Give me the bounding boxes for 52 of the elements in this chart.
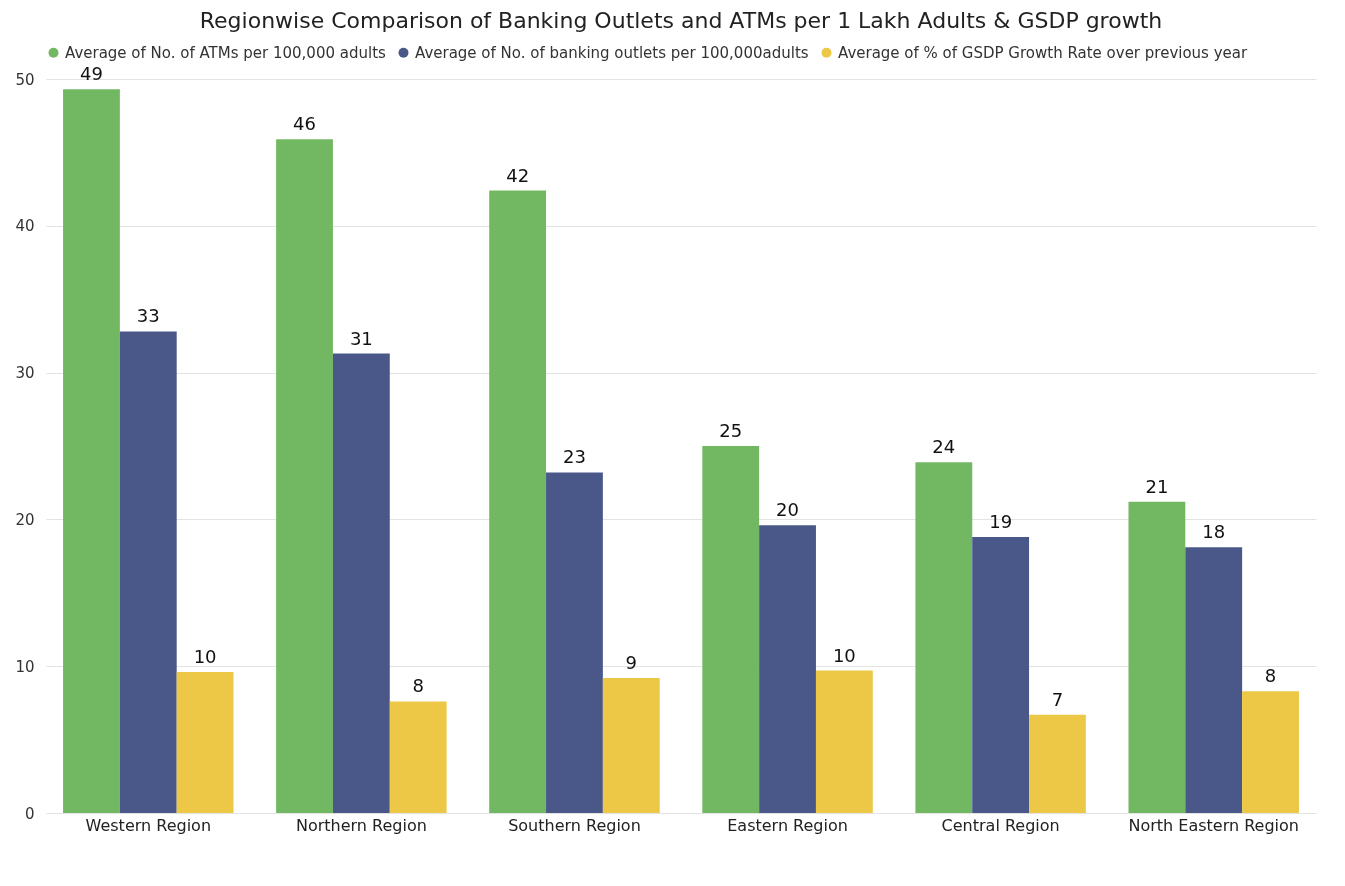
data-label: 8	[1264, 665, 1277, 687]
bar	[815, 670, 873, 813]
legend-label: Average of No. of ATMs per 100,000 adults	[65, 43, 387, 62]
x-tick-label: Southern Region	[508, 815, 641, 835]
bar	[915, 462, 973, 813]
data-label: 31	[349, 327, 373, 349]
data-label: 19	[989, 511, 1013, 533]
bar	[119, 331, 177, 813]
data-label: 46	[293, 113, 316, 135]
data-label: 24	[932, 436, 956, 458]
bar	[332, 353, 390, 813]
legend-label: Average of % of GSDP Growth Rate over previous year	[838, 43, 1248, 62]
bar	[489, 190, 547, 813]
data-label: 21	[1145, 475, 1169, 497]
data-label: 18	[1202, 521, 1226, 543]
data-label: 25	[719, 420, 743, 441]
y-tick-label: 20	[15, 510, 35, 529]
bar	[702, 446, 760, 813]
data-label: 10	[832, 644, 856, 666]
bar	[63, 89, 120, 813]
bar	[1029, 714, 1086, 813]
data-label: 33	[136, 305, 160, 327]
x-tick-label: Eastern Region	[727, 815, 848, 835]
bar	[1128, 501, 1186, 813]
x-tick-label: Northern Region	[295, 815, 427, 835]
bar	[1185, 547, 1243, 813]
bar	[972, 537, 1030, 813]
data-label: 8	[412, 675, 424, 697]
data-label: 7	[1051, 688, 1064, 710]
bar	[389, 701, 447, 813]
data-label: 49	[80, 63, 103, 85]
x-tick-label: Central Region	[941, 815, 1060, 835]
bar	[176, 672, 234, 813]
bar	[1242, 691, 1299, 813]
data-label: 23	[563, 446, 586, 468]
y-tick-label: 10	[15, 657, 35, 676]
bar	[602, 677, 660, 813]
y-tick-label: 50	[15, 70, 35, 89]
bar	[759, 525, 816, 813]
x-tick-label: North Eastern Region	[1128, 815, 1299, 835]
x-tick-label: Western Region	[85, 815, 212, 835]
y-tick-label: 30	[15, 364, 35, 383]
bar	[276, 139, 333, 813]
y-tick-label: 0	[24, 804, 35, 823]
data-label: 20	[776, 499, 799, 521]
data-label: 10	[193, 646, 217, 668]
chart-title: Regionwise Comparison of Banking Outlets and ATMs per 1 Lakh Adults & GSDP growth	[199, 8, 1163, 33]
legend-label: Average of No. of banking outlets per 100,000adults	[415, 43, 809, 62]
bar	[546, 472, 603, 813]
data-label: 42	[506, 164, 530, 186]
data-label: 9	[625, 651, 638, 673]
y-tick-label: 40	[15, 217, 35, 236]
